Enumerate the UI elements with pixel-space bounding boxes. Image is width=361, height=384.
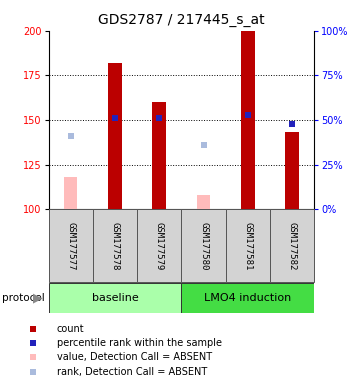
Bar <box>49 209 93 282</box>
Text: protocol: protocol <box>2 293 44 303</box>
Text: GSM177578: GSM177578 <box>110 222 119 270</box>
Text: count: count <box>57 324 84 334</box>
Text: ▶: ▶ <box>33 291 43 305</box>
Bar <box>285 132 299 209</box>
Text: baseline: baseline <box>92 293 139 303</box>
Text: percentile rank within the sample: percentile rank within the sample <box>57 338 222 348</box>
Text: LMO4 induction: LMO4 induction <box>204 293 291 303</box>
Bar <box>181 283 314 313</box>
Bar <box>197 195 210 209</box>
Title: GDS2787 / 217445_s_at: GDS2787 / 217445_s_at <box>98 13 265 27</box>
Bar <box>226 209 270 282</box>
Text: value, Detection Call = ABSENT: value, Detection Call = ABSENT <box>57 352 212 362</box>
Bar <box>93 209 137 282</box>
Bar <box>65 177 77 209</box>
Text: rank, Detection Call = ABSENT: rank, Detection Call = ABSENT <box>57 367 207 377</box>
Bar <box>270 209 314 282</box>
Bar <box>152 102 166 209</box>
Text: GSM177580: GSM177580 <box>199 222 208 270</box>
Text: GSM177581: GSM177581 <box>243 222 252 270</box>
Text: GSM177582: GSM177582 <box>287 222 296 270</box>
Text: GSM177579: GSM177579 <box>155 222 164 270</box>
Text: GSM177577: GSM177577 <box>66 222 75 270</box>
Bar <box>137 209 182 282</box>
Bar <box>108 63 122 209</box>
Bar <box>241 31 255 209</box>
Bar <box>49 283 181 313</box>
Bar <box>181 209 226 282</box>
